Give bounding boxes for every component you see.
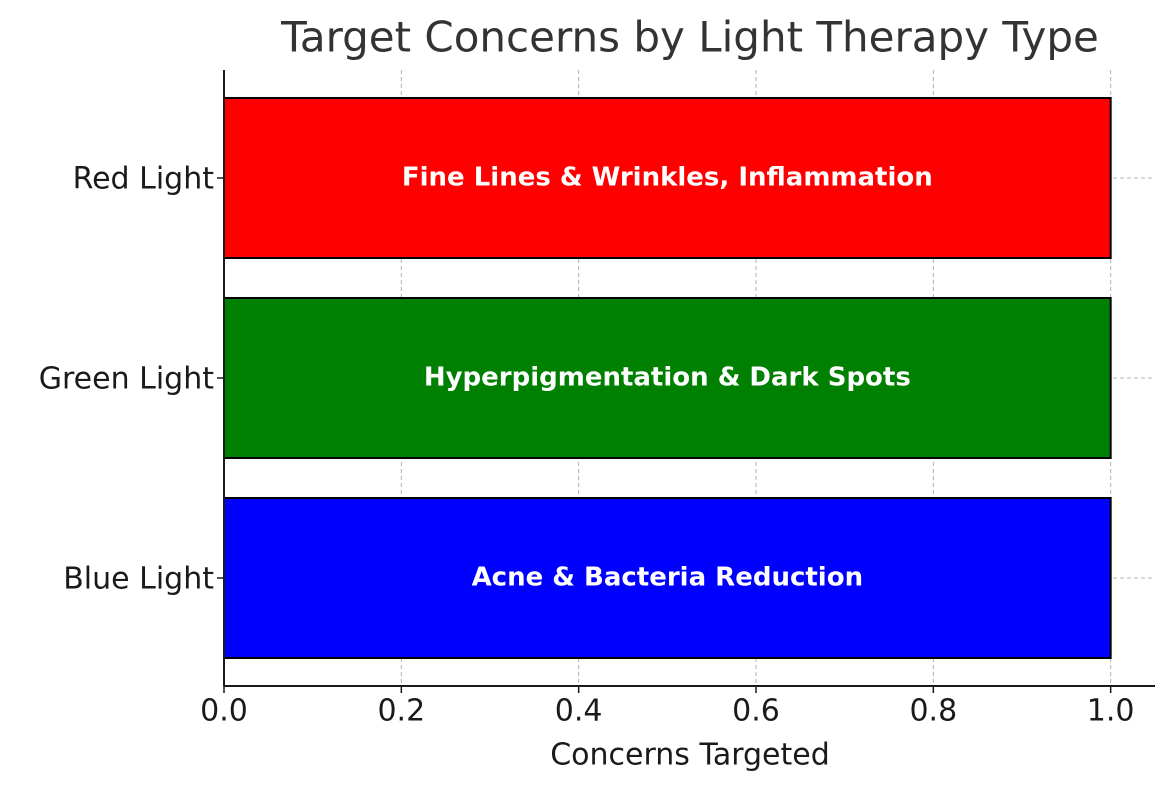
x-tick-label: 0.8: [909, 694, 957, 729]
y-tick-label: Red Light: [73, 162, 215, 197]
bar-label: Hyperpigmentation & Dark Spots: [424, 363, 911, 393]
x-tick-label: 0.2: [377, 694, 425, 729]
bar-label: Acne & Bacteria Reduction: [472, 563, 864, 593]
x-tick-label: 0.6: [732, 694, 780, 729]
bar: [223, 497, 1112, 659]
x-tick-label: 0.4: [555, 694, 603, 729]
y-tick-label: Green Light: [39, 362, 214, 397]
bar: [223, 97, 1112, 259]
chart-title: Target Concerns by Light Therapy Type: [280, 13, 1099, 62]
bar-label: Fine Lines & Wrinkles, Inflammation: [402, 163, 933, 193]
x-axis-label: Concerns Targeted: [550, 738, 830, 773]
y-tick-label: Blue Light: [63, 562, 214, 597]
x-tick-label: 1.0: [1087, 694, 1135, 729]
bar: [223, 297, 1112, 459]
x-tick-label: 0.0: [200, 694, 248, 729]
